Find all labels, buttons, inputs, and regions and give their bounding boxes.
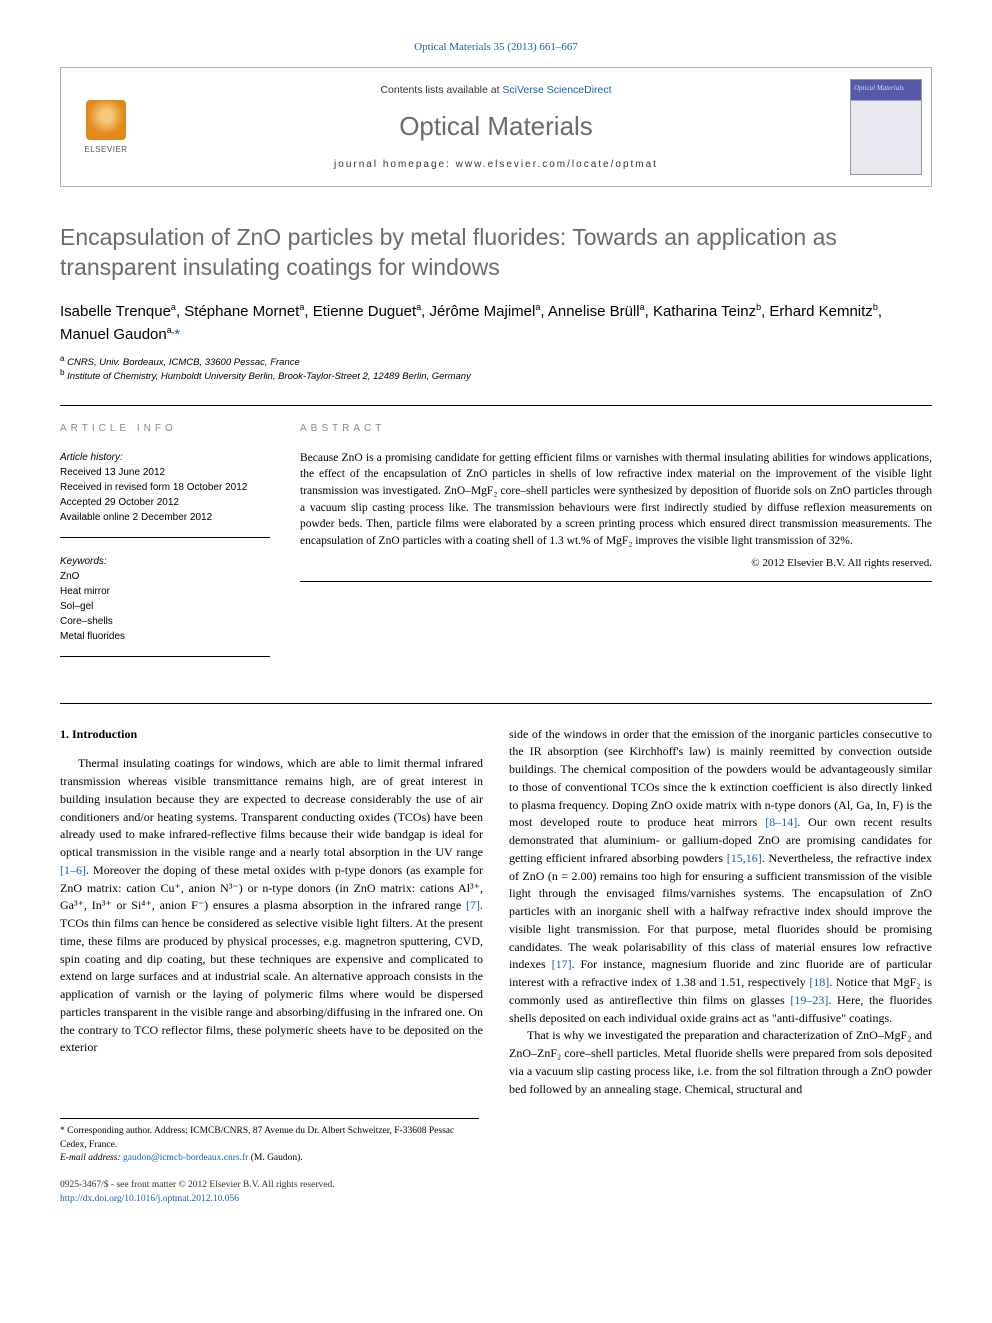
citation-ref[interactable]: [19–23] bbox=[790, 993, 828, 1007]
email-line: E-mail address: gaudon@icmcb-bordeaux.cn… bbox=[60, 1152, 479, 1165]
abstract-bottom-rule bbox=[300, 581, 932, 582]
body-columns: 1. Introduction Thermal insulating coati… bbox=[60, 726, 932, 1099]
journal-cover-area: Optical Materials bbox=[841, 68, 931, 186]
authors-list: Isabelle Trenquea, Stéphane Morneta, Eti… bbox=[60, 301, 932, 346]
intro-heading: 1. Introduction bbox=[60, 726, 483, 744]
contents-prefix: Contents lists available at bbox=[380, 84, 502, 96]
article-info-column: ARTICLE INFO Article history: Received 1… bbox=[60, 422, 270, 673]
email-label: E-mail address: bbox=[60, 1153, 123, 1163]
citation-line: Optical Materials 35 (2013) 661–667 bbox=[60, 40, 932, 55]
cover-title-text: Optical Materials bbox=[854, 84, 904, 94]
authors-text: Isabelle Trenquea, Stéphane Morneta, Eti… bbox=[60, 303, 882, 343]
affiliation-row: b Institute of Chemistry, Humboldt Unive… bbox=[60, 370, 932, 384]
email-link[interactable]: gaudon@icmcb-bordeaux.cnrs.fr bbox=[123, 1153, 248, 1163]
citation-ref[interactable]: [8–14] bbox=[765, 815, 797, 829]
keyword: Sol–gel bbox=[60, 599, 270, 614]
info-abstract-row: ARTICLE INFO Article history: Received 1… bbox=[60, 405, 932, 673]
citation-ref[interactable]: [18] bbox=[809, 975, 829, 989]
citation-link[interactable]: Optical Materials 35 (2013) 661–667 bbox=[414, 41, 578, 53]
affiliation-row: a CNRS, Univ. Bordeaux, ICMCB, 33600 Pes… bbox=[60, 356, 932, 370]
elsevier-tree-icon bbox=[86, 100, 126, 140]
abstract-column: ABSTRACT Because ZnO is a promising cand… bbox=[300, 422, 932, 673]
contents-line: Contents lists available at SciVerse Sci… bbox=[380, 83, 611, 98]
citation-ref[interactable]: [7] bbox=[466, 898, 480, 912]
journal-name: Optical Materials bbox=[399, 108, 593, 144]
homepage-url: www.elsevier.com/locate/optmat bbox=[456, 159, 658, 170]
footer-left: 0925-3467/$ - see front matter © 2012 El… bbox=[60, 1179, 335, 1206]
page-footer: 0925-3467/$ - see front matter © 2012 El… bbox=[60, 1179, 932, 1206]
body-paragraph: That is why we investigated the preparat… bbox=[509, 1027, 932, 1098]
journal-header-box: ELSEVIER Contents lists available at Sci… bbox=[60, 67, 932, 187]
keyword: ZnO bbox=[60, 569, 270, 584]
body-column-right: side of the windows in order that the em… bbox=[509, 726, 932, 1099]
keyword: Heat mirror bbox=[60, 584, 270, 599]
citation-ref[interactable]: [15,16] bbox=[727, 851, 762, 865]
doi-link[interactable]: http://dx.doi.org/10.1016/j.optmat.2012.… bbox=[60, 1194, 239, 1204]
elsevier-text: ELSEVIER bbox=[84, 144, 127, 155]
keywords-block: Keywords: ZnO Heat mirror Sol–gel Core–s… bbox=[60, 554, 270, 657]
body-text: That is why we investigated the preparat… bbox=[509, 1028, 932, 1095]
body-text: Thermal insulating coatings for windows,… bbox=[60, 756, 483, 859]
homepage-line: journal homepage: www.elsevier.com/locat… bbox=[334, 158, 658, 172]
body-text: side of the windows in order that the em… bbox=[509, 727, 932, 830]
header-center: Contents lists available at SciVerse Sci… bbox=[151, 68, 841, 186]
article-info-heading: ARTICLE INFO bbox=[60, 422, 270, 436]
body-paragraph: Thermal insulating coatings for windows,… bbox=[60, 755, 483, 1057]
email-suffix: (M. Gaudon). bbox=[248, 1153, 302, 1163]
affiliations: a CNRS, Univ. Bordeaux, ICMCB, 33600 Pes… bbox=[60, 356, 932, 385]
article-title: Encapsulation of ZnO particles by metal … bbox=[60, 223, 932, 283]
keyword: Metal fluorides bbox=[60, 629, 270, 644]
body-text: . Moreover the doping of these metal oxi… bbox=[60, 863, 483, 913]
history-line: Available online 2 December 2012 bbox=[60, 510, 270, 525]
journal-cover-thumbnail: Optical Materials bbox=[850, 79, 922, 175]
corresponding-marker-link[interactable]: * bbox=[174, 326, 180, 343]
body-top-rule bbox=[60, 703, 932, 704]
keywords-label: Keywords: bbox=[60, 554, 270, 569]
affil-sup: a bbox=[60, 354, 64, 363]
affil-text: Institute of Chemistry, Humboldt Univers… bbox=[67, 371, 471, 382]
elsevier-logo: ELSEVIER bbox=[76, 92, 136, 162]
history-line: Received in revised form 18 October 2012 bbox=[60, 480, 270, 495]
citation-ref[interactable]: [1–6] bbox=[60, 863, 86, 877]
footnotes: * Corresponding author. Address: ICMCB/C… bbox=[60, 1118, 479, 1165]
publisher-logo-area: ELSEVIER bbox=[61, 68, 151, 186]
article-history-block: Article history: Received 13 June 2012 R… bbox=[60, 450, 270, 538]
keyword: Core–shells bbox=[60, 614, 270, 629]
citation-ref[interactable]: [17] bbox=[552, 957, 572, 971]
abstract-heading: ABSTRACT bbox=[300, 422, 932, 436]
abstract-text: Because ZnO is a promising candidate for… bbox=[300, 450, 932, 550]
front-matter-line: 0925-3467/$ - see front matter © 2012 El… bbox=[60, 1179, 335, 1192]
body-column-left: 1. Introduction Thermal insulating coati… bbox=[60, 726, 483, 1099]
sciencedirect-link[interactable]: SciVerse ScienceDirect bbox=[502, 84, 611, 96]
abstract-copyright: © 2012 Elsevier B.V. All rights reserved… bbox=[300, 556, 932, 571]
body-paragraph: side of the windows in order that the em… bbox=[509, 726, 932, 1028]
corresponding-author-note: * Corresponding author. Address: ICMCB/C… bbox=[60, 1125, 479, 1152]
affil-text: CNRS, Univ. Bordeaux, ICMCB, 33600 Pessa… bbox=[67, 357, 300, 368]
homepage-prefix: journal homepage: bbox=[334, 159, 456, 170]
history-line: Accepted 29 October 2012 bbox=[60, 495, 270, 510]
body-text: . TCOs thin films can hence be considere… bbox=[60, 898, 483, 1054]
history-label: Article history: bbox=[60, 450, 270, 465]
affil-sup: b bbox=[60, 368, 64, 377]
history-line: Received 13 June 2012 bbox=[60, 465, 270, 480]
body-text: . Nevertheless, the refractive index of … bbox=[509, 851, 932, 972]
